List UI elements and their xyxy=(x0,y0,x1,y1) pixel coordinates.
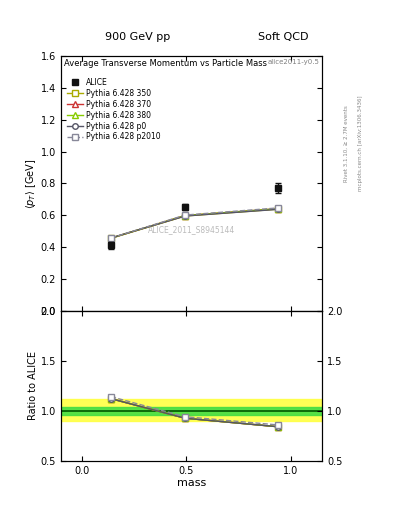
Text: Soft QCD: Soft QCD xyxy=(258,32,308,42)
Y-axis label: $\langle p_T \rangle$ [GeV]: $\langle p_T \rangle$ [GeV] xyxy=(24,158,38,209)
Text: Rivet 3.1.10, ≥ 2.7M events: Rivet 3.1.10, ≥ 2.7M events xyxy=(344,105,349,182)
X-axis label: mass: mass xyxy=(177,478,206,488)
Y-axis label: Ratio to ALICE: Ratio to ALICE xyxy=(28,351,38,420)
Legend: ALICE, Pythia 6.428 350, Pythia 6.428 370, Pythia 6.428 380, Pythia 6.428 p0, Py: ALICE, Pythia 6.428 350, Pythia 6.428 37… xyxy=(67,78,160,141)
Text: Average Transverse Momentum vs Particle Mass: Average Transverse Momentum vs Particle … xyxy=(64,59,266,68)
Text: ALICE_2011_S8945144: ALICE_2011_S8945144 xyxy=(148,225,235,233)
Text: mcplots.cern.ch [arXiv:1306.3436]: mcplots.cern.ch [arXiv:1306.3436] xyxy=(358,96,363,191)
Text: 900 GeV pp: 900 GeV pp xyxy=(105,32,170,42)
Text: alice2011-y0.5: alice2011-y0.5 xyxy=(268,59,320,65)
